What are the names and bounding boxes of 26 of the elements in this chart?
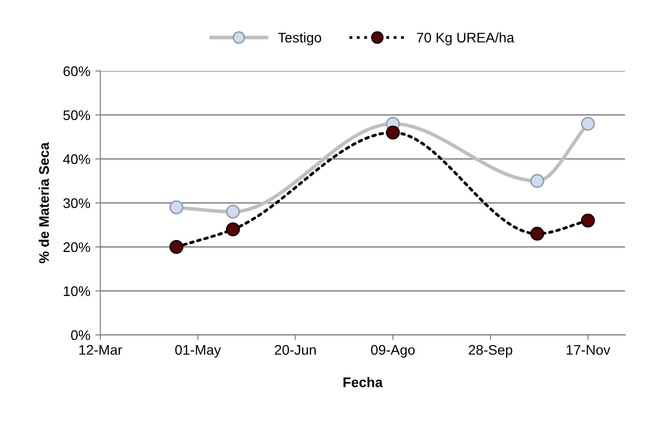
y-tick-label: 40% [63,154,90,164]
point [169,200,184,214]
legend-label: 70 Kg UREA/ha [416,32,514,46]
x-tick-label: 17-Nov [566,345,610,355]
y-tick-label: 10% [64,286,90,296]
y-tick-label: 20% [64,242,90,252]
y-tick-label: 50% [63,110,90,120]
x-tick-label: 09-Ago [371,344,415,358]
x-tick-label: 20-Jun [274,344,316,355]
x-tick-label: 28-Sep [468,344,512,358]
x-tick-label: 12-Mar [79,344,122,355]
x-axis-title: Fecha [344,377,383,388]
point [581,214,595,228]
point [386,126,400,140]
point [581,116,595,131]
point [530,226,544,241]
y-axis-title: % de Materia Seca [38,142,49,264]
point [530,174,544,188]
point [226,222,240,236]
point [169,240,184,254]
point [226,204,240,219]
y-tick-label: 60% [64,66,90,76]
y-tick-label: 30% [63,198,90,208]
x-tick-label: 01-May [175,344,221,358]
y-tick-label: 0% [71,330,90,340]
legend-label: Testigo [278,32,322,46]
